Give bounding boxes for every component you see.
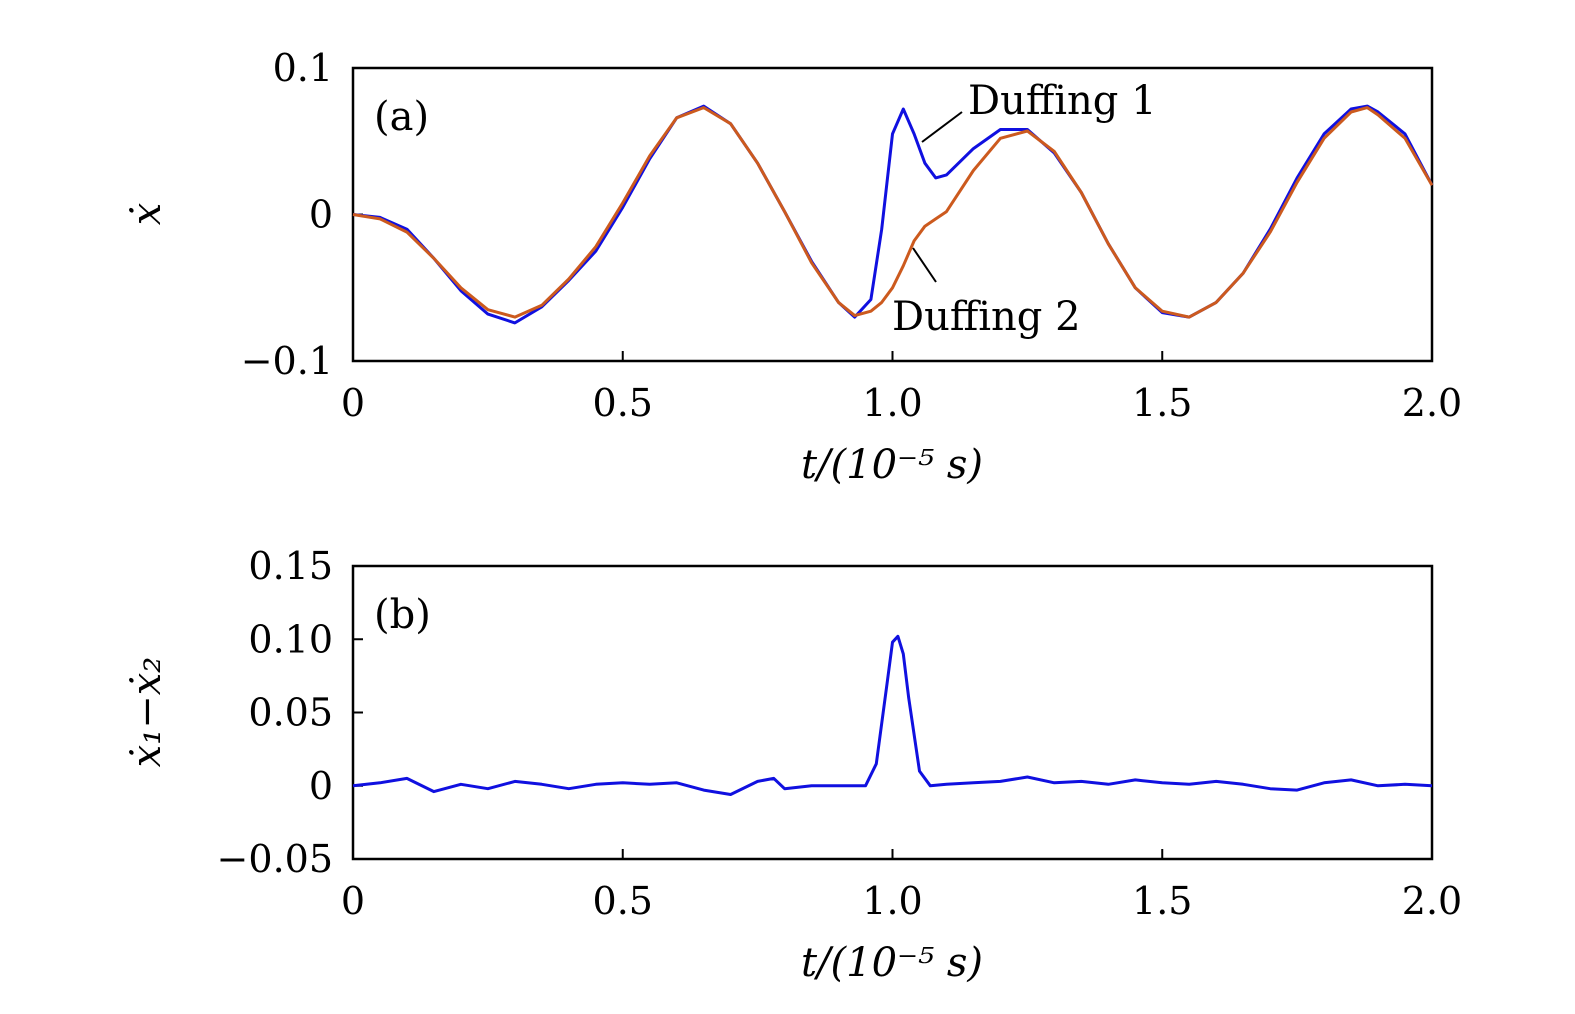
panel-a-xlabel: t/(10⁻⁵ s) bbox=[801, 442, 983, 488]
panel-b-ytick-label: 0 bbox=[309, 764, 333, 808]
panel-b-ytick-label: 0.05 bbox=[248, 691, 333, 735]
panel-b-ytick-label: −0.05 bbox=[217, 837, 333, 881]
panel-b-xtick-label: 1.5 bbox=[1132, 879, 1192, 923]
duffing-2-annotation: Duffing 2 bbox=[892, 294, 1081, 340]
panel-b-ytick-label: 0.10 bbox=[248, 617, 333, 661]
duffing-1-annotation: Duffing 1 bbox=[968, 78, 1157, 124]
panel-a-xtick-label: 2.0 bbox=[1402, 381, 1462, 425]
panel-a-ytick-label: −0.1 bbox=[241, 339, 333, 383]
panel-b-series-line-difference bbox=[352, 634, 1433, 796]
panel-b-xtick-label: 2.0 bbox=[1402, 879, 1462, 923]
panel-a-ylabel: ẋ bbox=[124, 203, 170, 226]
panel-a-ticks: 0 0.5 1.0 1.5 2.0−0.100.1 bbox=[241, 46, 1463, 425]
panel-a-xtick-label: 0.5 bbox=[593, 381, 653, 425]
duffing-2-leader-line bbox=[912, 247, 937, 283]
panel-a: 0 0.5 1.0 1.5 2.0−0.100.1 (a) t/(10⁻⁵ s) ẋ D… bbox=[124, 46, 1462, 488]
panel-b-xtick-label: 1.0 bbox=[862, 879, 922, 923]
duffing-1-leader-line bbox=[921, 111, 963, 143]
panel-a-series-line-duffing-1 bbox=[352, 104, 1434, 325]
panel-b-series bbox=[352, 634, 1433, 796]
panel-a-xtick-label: 1.0 bbox=[862, 381, 922, 425]
panel-b-xtick-label: 0.5 bbox=[593, 879, 653, 923]
panel-b-ytick-label: 0.15 bbox=[248, 544, 333, 588]
panel-b-xlabel: t/(10⁻⁵ s) bbox=[801, 940, 983, 986]
panel-a-ytick-label: 0.1 bbox=[273, 46, 333, 90]
panel-a-ytick-label: 0 bbox=[309, 193, 333, 237]
panel-a-label: (a) bbox=[374, 94, 429, 140]
panel-a-series bbox=[352, 104, 1434, 325]
panel-a-xtick-label: 0 bbox=[341, 381, 365, 425]
panel-b-label: (b) bbox=[374, 592, 431, 638]
panel-b-xtick-label: 0 bbox=[341, 879, 365, 923]
panel-b-ylabel: ẋ₁−ẋ₂ bbox=[124, 657, 170, 768]
panel-a-series-line-duffing-2 bbox=[352, 106, 1434, 319]
panel-b-frame bbox=[351, 564, 1434, 861]
panel-a-xtick-label: 1.5 bbox=[1132, 381, 1192, 425]
